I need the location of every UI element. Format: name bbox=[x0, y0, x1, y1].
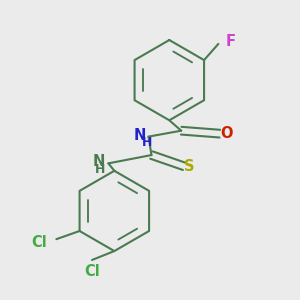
Text: O: O bbox=[220, 126, 232, 141]
Text: Cl: Cl bbox=[84, 264, 100, 279]
Text: H: H bbox=[142, 136, 152, 149]
Text: S: S bbox=[184, 159, 195, 174]
Text: F: F bbox=[226, 34, 236, 49]
Text: N: N bbox=[93, 154, 105, 169]
Text: Cl: Cl bbox=[32, 235, 47, 250]
Text: N: N bbox=[133, 128, 145, 142]
Text: H: H bbox=[95, 163, 105, 176]
